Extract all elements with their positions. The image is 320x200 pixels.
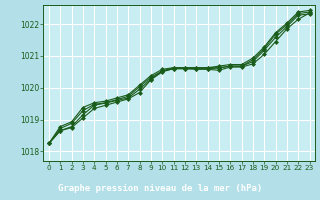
Text: Graphe pression niveau de la mer (hPa): Graphe pression niveau de la mer (hPa) (58, 184, 262, 193)
